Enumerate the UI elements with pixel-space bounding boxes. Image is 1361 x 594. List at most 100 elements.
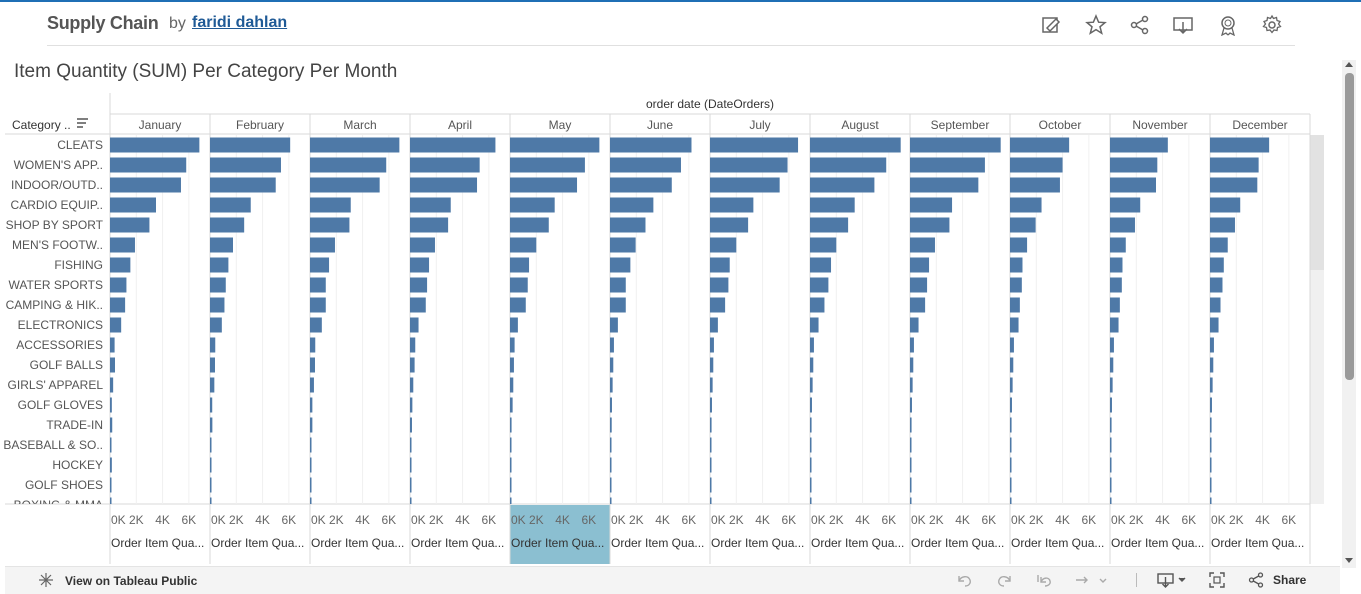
bar[interactable] (1210, 157, 1259, 173)
bar[interactable] (1010, 297, 1020, 313)
bar[interactable] (610, 157, 681, 173)
bar[interactable] (810, 257, 832, 273)
bar[interactable] (410, 417, 412, 433)
bar[interactable] (910, 317, 919, 333)
bar[interactable] (710, 357, 714, 373)
bar[interactable] (710, 137, 799, 153)
bar[interactable] (110, 377, 114, 393)
bar[interactable] (1110, 457, 1112, 473)
bar[interactable] (410, 217, 449, 233)
bar[interactable] (810, 197, 855, 213)
bar[interactable] (510, 157, 585, 173)
bar[interactable] (1210, 417, 1212, 433)
bar[interactable] (710, 217, 749, 233)
bar[interactable] (910, 157, 985, 173)
bar[interactable] (910, 497, 912, 513)
bar[interactable] (810, 457, 812, 473)
bar[interactable] (310, 137, 400, 153)
bar[interactable] (1010, 437, 1012, 453)
bar[interactable] (210, 497, 212, 513)
revert-icon[interactable] (1035, 572, 1053, 593)
bar[interactable] (210, 477, 212, 493)
bar[interactable] (210, 137, 291, 153)
bar[interactable] (610, 457, 612, 473)
download-icon[interactable] (1157, 572, 1189, 593)
view-on-tableau-link[interactable]: View on Tableau Public (65, 574, 198, 588)
bar[interactable] (910, 277, 928, 293)
bar[interactable] (210, 157, 281, 173)
bar[interactable] (910, 177, 979, 193)
bar[interactable] (610, 217, 646, 233)
bar[interactable] (510, 317, 518, 333)
bar[interactable] (310, 497, 312, 513)
bar[interactable] (210, 417, 213, 433)
bar[interactable] (110, 197, 156, 213)
bar[interactable] (1010, 217, 1036, 233)
bar[interactable] (1210, 197, 1241, 213)
bar[interactable] (510, 497, 512, 513)
bar[interactable] (610, 357, 614, 373)
bar[interactable] (110, 397, 112, 413)
bar[interactable] (1210, 397, 1212, 413)
bar[interactable] (310, 157, 387, 173)
bar[interactable] (310, 337, 316, 353)
bar[interactable] (310, 177, 380, 193)
bar[interactable] (910, 297, 926, 313)
bar[interactable] (1010, 157, 1063, 173)
bar[interactable] (210, 397, 213, 413)
bar[interactable] (910, 377, 913, 393)
bar[interactable] (610, 197, 654, 213)
bar[interactable] (510, 397, 513, 413)
bar[interactable] (510, 437, 512, 453)
bar[interactable] (910, 457, 912, 473)
bar[interactable] (1110, 437, 1112, 453)
bar[interactable] (710, 177, 780, 193)
bar[interactable] (310, 377, 314, 393)
bar[interactable] (310, 437, 312, 453)
bar[interactable] (910, 237, 935, 253)
bar[interactable] (1210, 497, 1212, 513)
bar[interactable] (210, 277, 226, 293)
bar[interactable] (410, 437, 412, 453)
bar[interactable] (710, 417, 712, 433)
redo-icon[interactable] (996, 572, 1014, 593)
bar-chart[interactable]: order date (DateOrders) Category .. Januar… (0, 90, 1340, 564)
bar[interactable] (110, 457, 112, 473)
bar[interactable] (210, 437, 212, 453)
bar[interactable] (1110, 377, 1113, 393)
bar[interactable] (810, 217, 849, 233)
bar[interactable] (910, 197, 953, 213)
scroll-up-icon[interactable] (1345, 62, 1353, 67)
bar[interactable] (910, 337, 914, 353)
bar[interactable] (710, 497, 712, 513)
bar[interactable] (410, 497, 412, 513)
bar[interactable] (710, 477, 712, 493)
bar[interactable] (1110, 257, 1123, 273)
bar[interactable] (810, 237, 837, 253)
bar[interactable] (1010, 397, 1012, 413)
bar[interactable] (310, 197, 351, 213)
bar[interactable] (1110, 157, 1158, 173)
bar[interactable] (210, 257, 229, 273)
bar[interactable] (810, 137, 901, 153)
bar[interactable] (610, 237, 636, 253)
bar[interactable] (110, 417, 113, 433)
bar[interactable] (310, 277, 326, 293)
bar[interactable] (810, 317, 819, 333)
bar[interactable] (710, 337, 714, 353)
bar[interactable] (1110, 297, 1120, 313)
settings-icon[interactable] (1261, 14, 1283, 36)
bar[interactable] (710, 457, 712, 473)
bar[interactable] (510, 217, 549, 233)
bar[interactable] (110, 357, 115, 373)
bar[interactable] (910, 437, 912, 453)
bar[interactable] (1010, 317, 1019, 333)
bar[interactable] (110, 177, 181, 193)
bar[interactable] (1010, 257, 1023, 273)
bar[interactable] (310, 317, 322, 333)
bar[interactable] (510, 237, 537, 253)
star-icon[interactable] (1085, 14, 1107, 36)
bar[interactable] (510, 377, 514, 393)
bar[interactable] (1110, 277, 1122, 293)
bar[interactable] (810, 377, 813, 393)
